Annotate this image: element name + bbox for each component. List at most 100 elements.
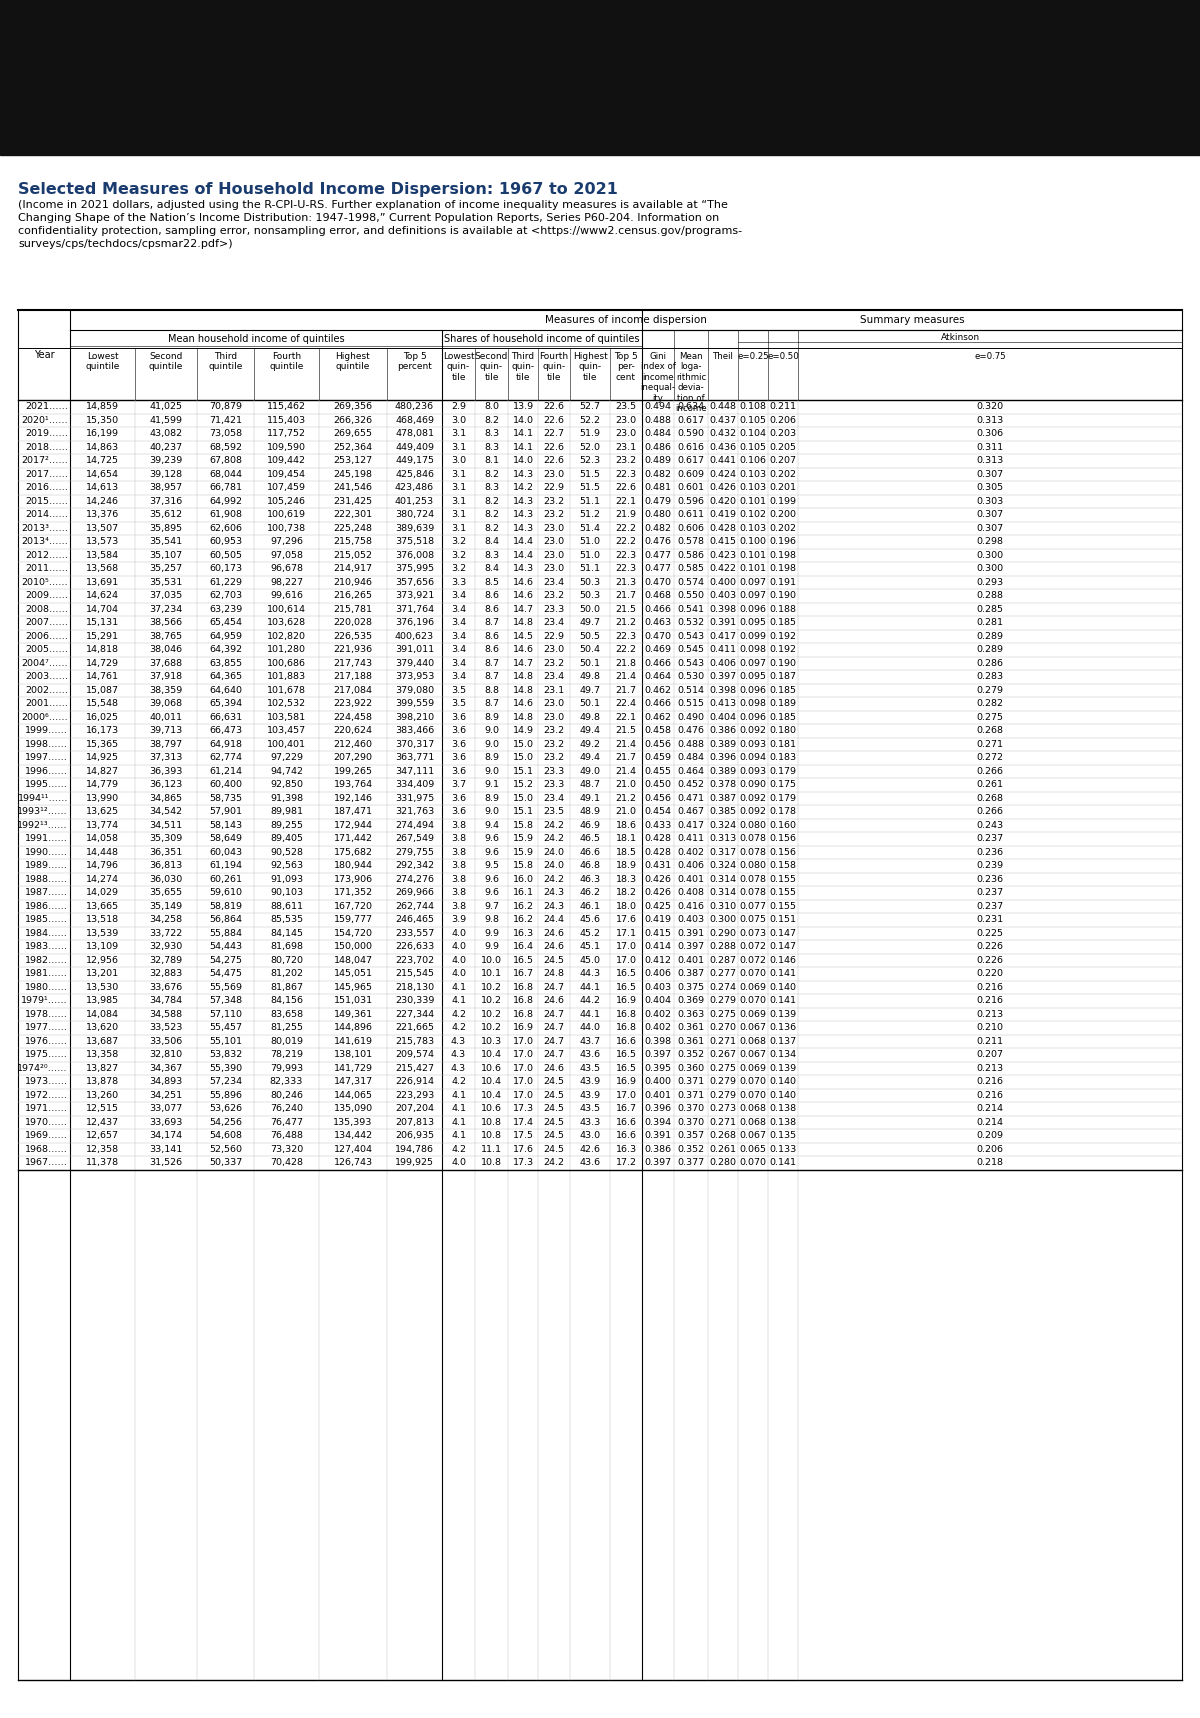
Text: 3.4: 3.4	[451, 658, 466, 668]
Text: 33,722: 33,722	[149, 929, 182, 938]
Text: 0.406: 0.406	[709, 658, 737, 668]
Text: 0.271: 0.271	[709, 1036, 737, 1046]
Text: 0.578: 0.578	[678, 538, 704, 546]
Text: 22.1: 22.1	[616, 713, 636, 722]
Text: 0.192: 0.192	[769, 632, 797, 641]
Text: 0.225: 0.225	[977, 929, 1003, 938]
Text: 38,765: 38,765	[150, 632, 182, 641]
Text: 0.271: 0.271	[709, 1118, 737, 1127]
Text: 0.097: 0.097	[739, 658, 767, 668]
Text: 8.4: 8.4	[484, 538, 499, 546]
Text: 0.357: 0.357	[678, 1130, 704, 1141]
Text: 16,173: 16,173	[86, 727, 119, 735]
Text: 3.0: 3.0	[451, 416, 466, 424]
Text: 0.397: 0.397	[644, 1158, 672, 1167]
Text: 0.190: 0.190	[769, 658, 797, 668]
Text: 0.590: 0.590	[678, 430, 704, 438]
Text: 4.3: 4.3	[451, 1050, 466, 1060]
Text: 0.141: 0.141	[769, 1158, 797, 1167]
Text: 22.6: 22.6	[544, 443, 564, 452]
Text: 34,174: 34,174	[150, 1130, 182, 1141]
Text: 2002……: 2002……	[25, 685, 68, 694]
Text: 17.2: 17.2	[616, 1158, 636, 1167]
Text: 0.198: 0.198	[769, 551, 797, 560]
Text: 22.6: 22.6	[544, 457, 564, 466]
Text: 14.1: 14.1	[512, 430, 534, 438]
Text: 8.6: 8.6	[484, 646, 499, 655]
Text: 233,557: 233,557	[395, 929, 434, 938]
Text: 0.414: 0.414	[644, 941, 672, 952]
Text: 0.198: 0.198	[769, 564, 797, 574]
Text: 21.0: 21.0	[616, 807, 636, 816]
Text: 23.0: 23.0	[544, 564, 564, 574]
Text: 23.0: 23.0	[544, 524, 564, 533]
Text: 50.3: 50.3	[580, 591, 600, 600]
Text: e=0.25: e=0.25	[737, 352, 769, 361]
Text: 33,523: 33,523	[149, 1024, 182, 1033]
Text: 0.236: 0.236	[977, 847, 1003, 857]
Text: 21.7: 21.7	[616, 591, 636, 600]
Text: 23.0: 23.0	[544, 699, 564, 708]
Text: 100,401: 100,401	[266, 740, 306, 749]
Text: 51.5: 51.5	[580, 483, 600, 493]
Text: 0.105: 0.105	[739, 416, 767, 424]
Text: 0.069: 0.069	[739, 1063, 767, 1072]
Text: 64,992: 64,992	[209, 497, 242, 505]
Text: 12,358: 12,358	[86, 1144, 119, 1154]
Text: 8.2: 8.2	[484, 510, 499, 519]
Text: 21.5: 21.5	[616, 727, 636, 735]
Text: 54,275: 54,275	[209, 955, 242, 966]
Text: 0.190: 0.190	[769, 591, 797, 600]
Text: 274,494: 274,494	[395, 821, 434, 830]
Text: 0.243: 0.243	[977, 821, 1003, 830]
Text: 1978……: 1978……	[25, 1010, 68, 1019]
Text: 0.216: 0.216	[977, 996, 1003, 1005]
Text: 267,549: 267,549	[395, 835, 434, 844]
Text: 147,317: 147,317	[334, 1077, 372, 1086]
Text: 0.207: 0.207	[769, 457, 797, 466]
Text: 109,442: 109,442	[266, 457, 306, 466]
Text: 23.2: 23.2	[544, 591, 564, 600]
Text: 9.4: 9.4	[484, 821, 499, 830]
Text: 16.5: 16.5	[616, 1050, 636, 1060]
Text: 67,808: 67,808	[209, 457, 242, 466]
Text: Shares of household income of quintiles: Shares of household income of quintiles	[444, 333, 640, 344]
Text: 23.5: 23.5	[616, 402, 636, 411]
Text: 16.9: 16.9	[616, 996, 636, 1005]
Text: 8.2: 8.2	[484, 497, 499, 505]
Text: 0.103: 0.103	[739, 483, 767, 493]
Text: 209,574: 209,574	[395, 1050, 434, 1060]
Text: 215,783: 215,783	[395, 1036, 434, 1046]
Text: 2011……: 2011……	[25, 564, 68, 574]
Text: 0.095: 0.095	[739, 618, 767, 627]
Text: 0.155: 0.155	[769, 888, 797, 897]
Text: 0.268: 0.268	[977, 727, 1003, 735]
Text: 52.0: 52.0	[580, 443, 600, 452]
Text: 10.4: 10.4	[481, 1091, 502, 1100]
Text: 4.1: 4.1	[451, 1105, 466, 1113]
Text: 13,201: 13,201	[86, 969, 119, 978]
Text: 0.209: 0.209	[977, 1130, 1003, 1141]
Text: 23.0: 23.0	[544, 646, 564, 655]
Text: 52.2: 52.2	[580, 416, 600, 424]
Text: 0.397: 0.397	[678, 941, 704, 952]
Text: 57,110: 57,110	[209, 1010, 242, 1019]
Text: 44.0: 44.0	[580, 1024, 600, 1033]
Text: 0.360: 0.360	[678, 1063, 704, 1072]
Text: 0.293: 0.293	[977, 577, 1003, 588]
Text: 2015……: 2015……	[25, 497, 68, 505]
Text: 215,427: 215,427	[395, 1063, 434, 1072]
Text: 0.324: 0.324	[709, 861, 737, 871]
Text: 0.396: 0.396	[644, 1105, 672, 1113]
Text: 167,720: 167,720	[334, 902, 372, 911]
Text: 49.0: 49.0	[580, 766, 600, 777]
Text: 391,011: 391,011	[395, 646, 434, 655]
Text: 48.7: 48.7	[580, 780, 600, 789]
Text: 37,313: 37,313	[149, 752, 182, 763]
Text: 23.0: 23.0	[544, 713, 564, 722]
Text: 101,678: 101,678	[266, 685, 306, 694]
Text: 0.479: 0.479	[644, 497, 672, 505]
Text: 36,123: 36,123	[149, 780, 182, 789]
Text: 222,301: 222,301	[334, 510, 372, 519]
Text: 46.1: 46.1	[580, 902, 600, 911]
